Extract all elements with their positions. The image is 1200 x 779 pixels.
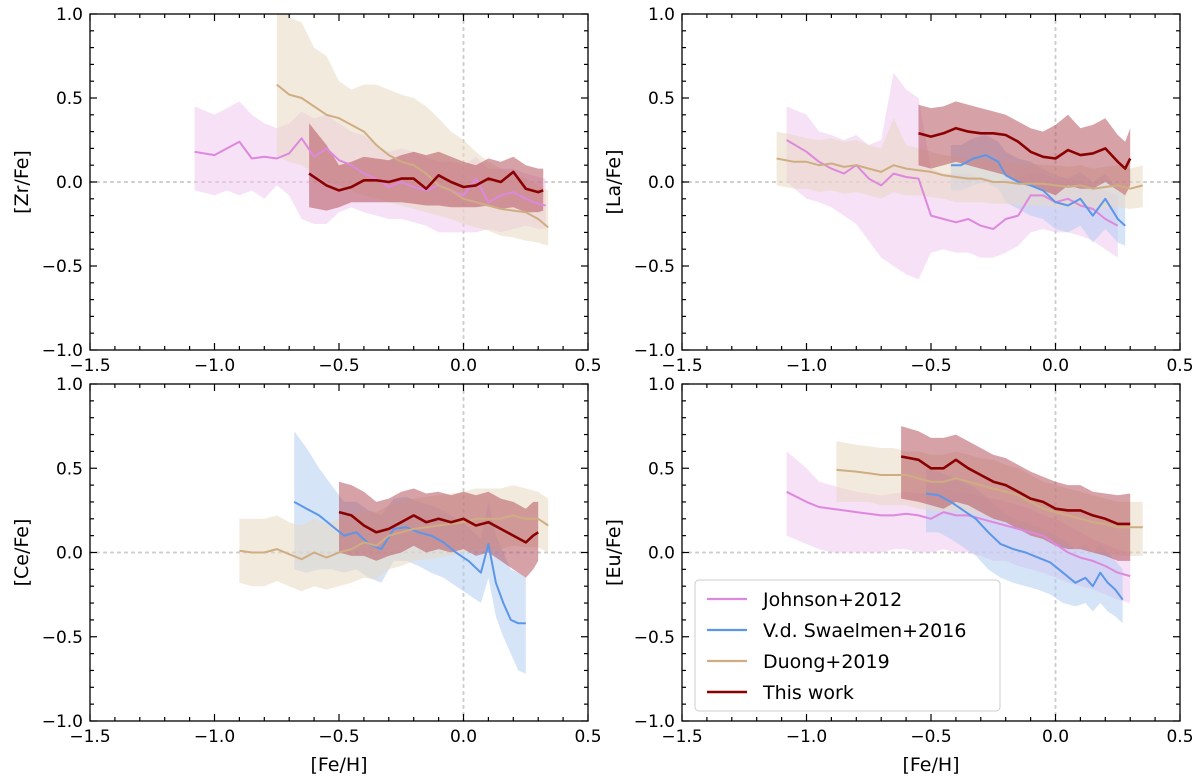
x-tick-label: −1.5 [661, 727, 702, 747]
y-tick-label: −0.5 [634, 628, 675, 648]
panel-ce-fe: −1.5 −1.0 −0.5 0.0 0.5−1.0−0.50.00.51.0[Ce/F… [11, 375, 602, 776]
x-tick-label: 0.0 [450, 356, 477, 376]
legend-item-this-work: This work [707, 682, 854, 704]
y-tick-label: −1.0 [634, 712, 675, 732]
band-this-work [339, 481, 539, 578]
x-axis-label: [Fe/H] [902, 754, 959, 776]
panel-zr-fe: −1.5 −1.0 −0.5 0.0 0.5−1.0−0.50.00.51.0[Zr/F… [11, 5, 602, 376]
panel-eu-fe: −1.5 −1.0 −0.5 0.0 0.5−1.0−0.50.00.51.0[Eu/F… [603, 375, 1194, 776]
line-this-work [338, 510, 539, 544]
x-tick-label: −1.5 [661, 356, 702, 376]
y-tick-label: −1.0 [42, 341, 83, 361]
x-tick-label: 0.0 [1042, 727, 1069, 747]
line-v-d-swaelmen-2016 [293, 501, 526, 625]
x-tick-label: 0.5 [1166, 727, 1193, 747]
legend-label: V.d. Swaelmen+2016 [763, 620, 966, 642]
legend-item-v-d-swaelmen-2016: V.d. Swaelmen+2016 [707, 620, 966, 642]
line-johnson-2012 [194, 137, 546, 207]
x-tick-label: −1.0 [194, 356, 235, 376]
x-tick-label: −0.5 [910, 727, 951, 747]
y-tick-label: 1.0 [648, 375, 675, 395]
panels-container: −1.5 −1.0 −0.5 0.0 0.5−1.0−0.50.00.51.0[Zr/F… [11, 5, 1194, 776]
ticks [681, 383, 1181, 722]
x-axis-label: [Fe/H] [310, 754, 367, 776]
line-this-work [900, 455, 1131, 526]
ticks [89, 383, 589, 722]
legend: Johnson+2012 V.d. Swaelmen+2016 Duong+2019… [694, 579, 1001, 712]
x-tick-label: −1.5 [69, 356, 110, 376]
x-tick-label: −1.5 [69, 727, 110, 747]
line-v-d-swaelmen-2016 [925, 492, 1124, 601]
y-tick-label: −0.5 [634, 257, 675, 277]
y-tick-label: −1.0 [634, 341, 675, 361]
band-this-work [918, 101, 1131, 196]
y-tick-label: −1.0 [42, 712, 83, 732]
y-tick-label: 0.0 [56, 544, 83, 564]
line-johnson-2012 [786, 490, 1131, 578]
x-tick-label: −0.5 [318, 356, 359, 376]
plot-area [786, 426, 1143, 624]
line-this-work [918, 126, 1132, 170]
line-duong-2019 [276, 83, 549, 229]
y-tick-label: −0.5 [42, 257, 83, 277]
line-this-work [308, 170, 544, 194]
x-tick-label: −0.5 [318, 727, 359, 747]
y-tick-label: 0.0 [648, 173, 675, 193]
legend-label: This work [762, 682, 854, 704]
line-v-d-swaelmen-2016 [950, 154, 1126, 227]
y-tick-label: 0.0 [648, 544, 675, 564]
legend-box [694, 579, 1001, 712]
plot-area [239, 431, 549, 674]
x-tick-label: −1.0 [194, 727, 235, 747]
y-tick-label: −0.5 [42, 628, 83, 648]
y-tick-label: 0.5 [648, 459, 675, 479]
ticks [681, 13, 1181, 351]
ticks [89, 13, 589, 351]
legend-item-duong-2019: Duong+2019 [707, 651, 890, 673]
band-this-work [309, 123, 544, 213]
y-axis-label: [La/Fe] [603, 149, 625, 214]
legend-item-johnson-2012: Johnson+2012 [707, 589, 902, 611]
y-tick-label: 0.5 [56, 89, 83, 109]
x-tick-label: 0.5 [574, 727, 601, 747]
y-tick-label: 1.0 [56, 5, 83, 25]
y-axis-label: [Ce/Fe] [11, 519, 33, 587]
line-johnson-2012 [786, 139, 1119, 230]
y-axis-label: [Eu/Fe] [603, 519, 625, 586]
line-duong-2019 [776, 157, 1143, 190]
y-axis-label: [Zr/Fe] [11, 150, 33, 214]
line-duong-2019 [239, 514, 549, 561]
x-tick-label: −0.5 [910, 356, 951, 376]
y-tick-label: 1.0 [648, 5, 675, 25]
plot-area [194, 14, 549, 246]
x-tick-label: 0.0 [450, 727, 477, 747]
y-tick-label: 0.5 [56, 459, 83, 479]
legend-label: Duong+2019 [763, 651, 890, 673]
line-duong-2019 [836, 468, 1143, 529]
panel-la-fe: −1.5 −1.0 −0.5 0.0 0.5−1.0−0.50.00.51.0[La/F… [603, 5, 1194, 376]
legend-label: Johnson+2012 [762, 589, 902, 611]
y-tick-label: 0.0 [56, 173, 83, 193]
x-tick-label: 0.5 [1166, 356, 1193, 376]
y-tick-label: 1.0 [56, 375, 83, 395]
plot-area [776, 72, 1143, 280]
x-tick-label: 0.5 [574, 356, 601, 376]
x-tick-label: 0.0 [1042, 356, 1069, 376]
x-tick-label: −1.0 [786, 356, 827, 376]
y-tick-label: 0.5 [648, 89, 675, 109]
x-tick-label: −1.0 [786, 727, 827, 747]
